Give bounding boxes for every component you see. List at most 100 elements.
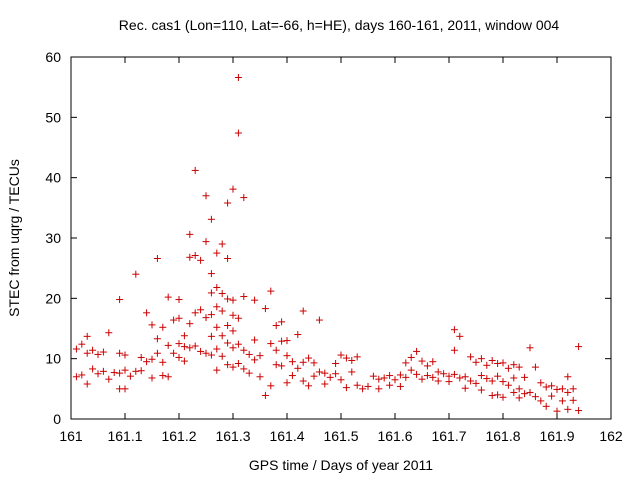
data-markers — [72, 74, 583, 415]
plot-frame — [70, 56, 612, 420]
data-point — [526, 388, 534, 396]
data-point — [542, 383, 550, 391]
data-point — [218, 307, 226, 315]
data-point — [218, 290, 226, 298]
data-point — [402, 359, 410, 367]
data-point — [477, 372, 485, 380]
data-point — [202, 314, 210, 322]
data-point — [305, 382, 313, 390]
data-point — [564, 405, 572, 413]
data-point — [132, 367, 140, 375]
data-point — [110, 369, 118, 377]
data-point — [515, 363, 523, 371]
data-point — [375, 385, 383, 393]
data-point — [510, 388, 518, 396]
data-point — [83, 380, 91, 388]
data-point — [332, 359, 340, 367]
data-point — [413, 347, 421, 355]
data-point — [175, 314, 183, 322]
data-point — [224, 339, 232, 347]
data-point — [440, 370, 448, 378]
x-tick-label: 161.9 — [539, 428, 574, 444]
x-tick-label: 161.6 — [377, 428, 412, 444]
data-point — [515, 394, 523, 402]
x-axis-title: GPS time / Days of year 2011 — [249, 457, 433, 473]
data-point — [483, 361, 491, 369]
data-point — [407, 353, 415, 361]
x-tick-label: 161.5 — [323, 428, 358, 444]
data-point — [143, 358, 151, 366]
data-point — [499, 359, 507, 367]
x-tick-label: 161.3 — [215, 428, 250, 444]
data-point — [510, 361, 518, 369]
data-point — [234, 340, 242, 348]
data-point — [456, 332, 464, 340]
data-point — [472, 358, 480, 366]
data-point — [99, 348, 107, 356]
data-point — [202, 192, 210, 200]
data-point — [256, 352, 264, 360]
data-point — [202, 238, 210, 246]
data-point — [229, 363, 237, 371]
x-tick-label: 161 — [59, 428, 83, 444]
data-point — [121, 351, 129, 359]
data-point — [116, 296, 124, 304]
data-point — [229, 311, 237, 319]
data-point — [450, 346, 458, 354]
data-point — [332, 370, 340, 378]
data-point — [461, 373, 469, 381]
data-point — [396, 371, 404, 379]
data-point — [283, 352, 291, 360]
data-point — [504, 381, 512, 389]
data-point — [207, 332, 215, 340]
data-point — [121, 385, 129, 393]
data-point — [202, 349, 210, 357]
data-point — [224, 321, 232, 329]
data-point — [531, 393, 539, 401]
y-tick-label: 30 — [45, 230, 61, 246]
data-point — [234, 129, 242, 137]
data-point — [229, 344, 237, 352]
x-tick-label: 161.2 — [161, 428, 196, 444]
data-point — [564, 373, 572, 381]
data-point — [213, 345, 221, 353]
data-point — [213, 283, 221, 291]
data-point — [132, 270, 140, 278]
data-point — [245, 350, 253, 358]
data-point — [515, 385, 523, 393]
data-point — [499, 378, 507, 386]
data-point — [105, 375, 113, 383]
data-point — [207, 289, 215, 297]
data-point — [137, 353, 145, 361]
x-axis: 161 161.1 161.2 161.3 161.4 161.5 161.6 161.7 16… — [59, 57, 623, 444]
data-point — [197, 347, 205, 355]
data-point — [353, 381, 361, 389]
data-point — [272, 361, 280, 369]
data-point — [186, 230, 194, 238]
chart-title: Rec. cas1 (Lon=110, Lat=-66, h=HE), days… — [119, 17, 560, 33]
data-point — [504, 364, 512, 372]
data-point — [180, 332, 188, 340]
data-point — [558, 385, 566, 393]
data-point — [251, 336, 259, 344]
data-point — [434, 368, 442, 376]
data-point — [224, 255, 232, 263]
y-tick-label: 40 — [45, 170, 61, 186]
data-point — [375, 375, 383, 383]
data-point — [240, 365, 248, 373]
data-point — [137, 367, 145, 375]
x-tick-label: 161.4 — [269, 428, 304, 444]
data-point — [180, 357, 188, 365]
data-point — [467, 353, 475, 361]
data-point — [148, 355, 156, 363]
data-point — [467, 377, 475, 385]
data-point — [126, 372, 134, 380]
data-point — [224, 361, 232, 369]
data-point — [472, 379, 480, 387]
data-point — [224, 199, 232, 207]
data-point — [272, 321, 280, 329]
data-point — [175, 353, 183, 361]
data-point — [99, 367, 107, 375]
data-point — [299, 377, 307, 385]
y-tick-label: 20 — [45, 290, 61, 306]
